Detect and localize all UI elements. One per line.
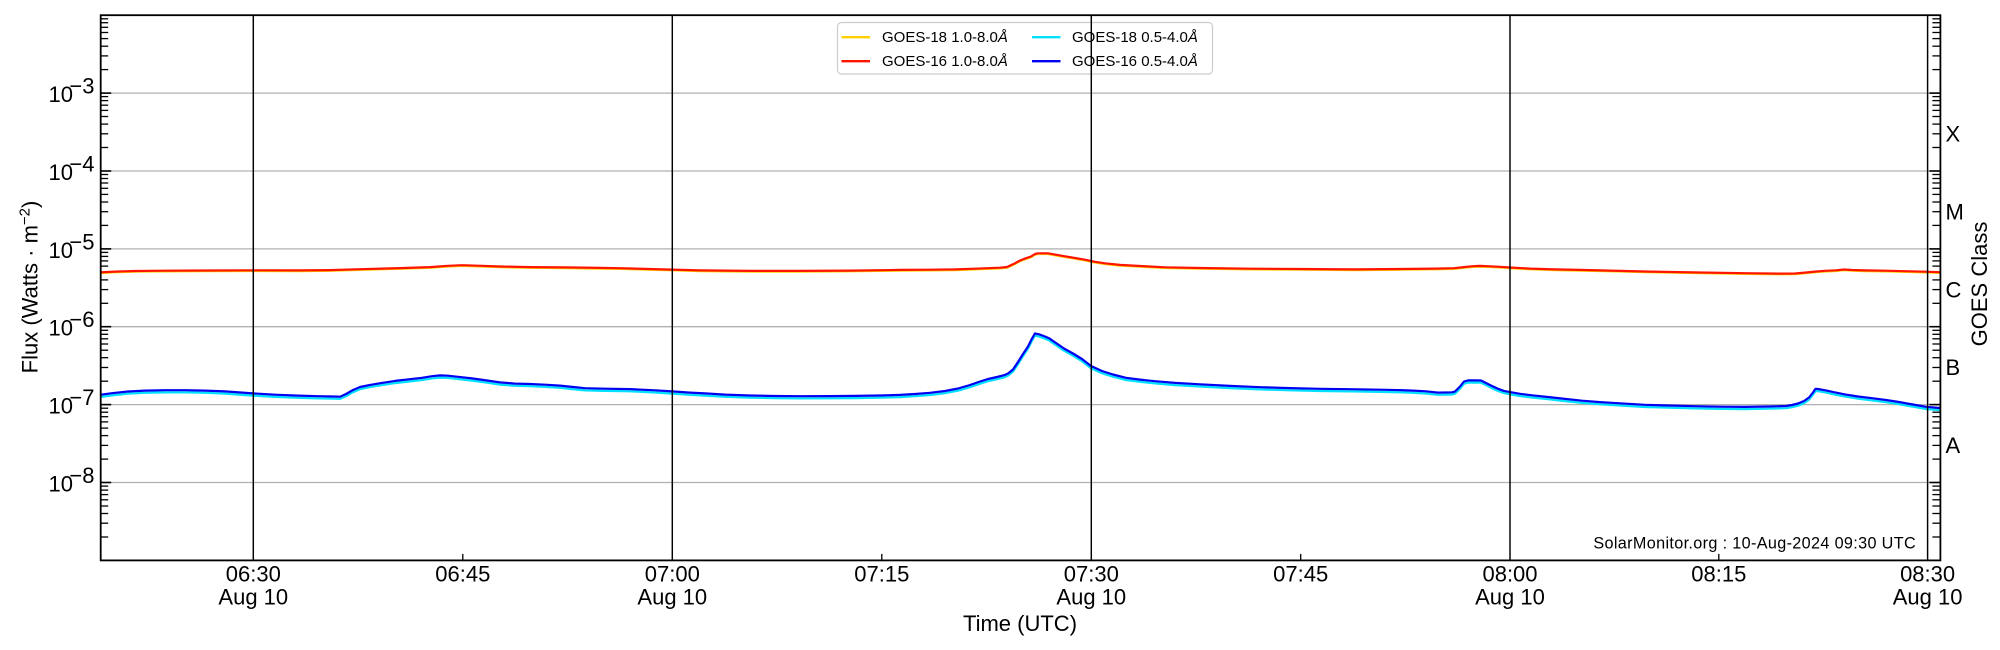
svg-text:Aug 10: Aug 10 [1475,585,1545,610]
svg-text:10: 10 [49,316,73,341]
svg-text:06:30: 06:30 [226,562,281,587]
svg-text:B: B [1946,355,1961,380]
svg-text:10: 10 [49,472,73,497]
svg-text:Flux (Watts · m−2): Flux (Watts · m−2) [17,201,43,374]
svg-text:08:00: 08:00 [1482,562,1537,587]
svg-text:08:15: 08:15 [1691,562,1746,587]
svg-text:10: 10 [49,238,73,263]
svg-text:−3: −3 [69,74,94,99]
svg-text:A: A [1946,433,1961,458]
svg-text:06:45: 06:45 [435,562,490,587]
svg-text:Aug 10: Aug 10 [218,585,288,610]
svg-text:GOES-18 1.0-8.0Å: GOES-18 1.0-8.0Å [882,29,1008,46]
svg-text:10: 10 [49,394,73,419]
svg-text:−6: −6 [69,307,94,332]
svg-text:GOES-18 0.5-4.0Å: GOES-18 0.5-4.0Å [1072,29,1198,46]
svg-text:Time (UTC): Time (UTC) [963,611,1077,636]
svg-text:−4: −4 [69,152,94,177]
svg-text:Aug 10: Aug 10 [1893,585,1963,610]
svg-text:−7: −7 [69,385,94,410]
svg-text:Aug 10: Aug 10 [637,585,707,610]
svg-text:GOES-16 1.0-8.0Å: GOES-16 1.0-8.0Å [882,53,1008,70]
svg-text:C: C [1946,277,1962,302]
svg-text:GOES Class: GOES Class [1967,222,1992,347]
svg-text:−8: −8 [69,463,94,488]
svg-text:08:30: 08:30 [1900,562,1955,587]
svg-text:−5: −5 [69,229,94,254]
svg-text:M: M [1946,199,1964,224]
svg-text:SolarMonitor.org : 10-Aug-2024: SolarMonitor.org : 10-Aug-2024 09:30 UTC [1593,535,1916,553]
svg-text:10: 10 [49,82,73,107]
svg-text:07:15: 07:15 [854,562,909,587]
svg-text:X: X [1946,122,1961,147]
svg-text:07:30: 07:30 [1064,562,1119,587]
svg-text:10: 10 [49,160,73,185]
svg-text:07:45: 07:45 [1273,562,1328,587]
svg-text:07:00: 07:00 [645,562,700,587]
svg-text:GOES-16 0.5-4.0Å: GOES-16 0.5-4.0Å [1072,53,1198,70]
svg-text:Aug 10: Aug 10 [1056,585,1126,610]
